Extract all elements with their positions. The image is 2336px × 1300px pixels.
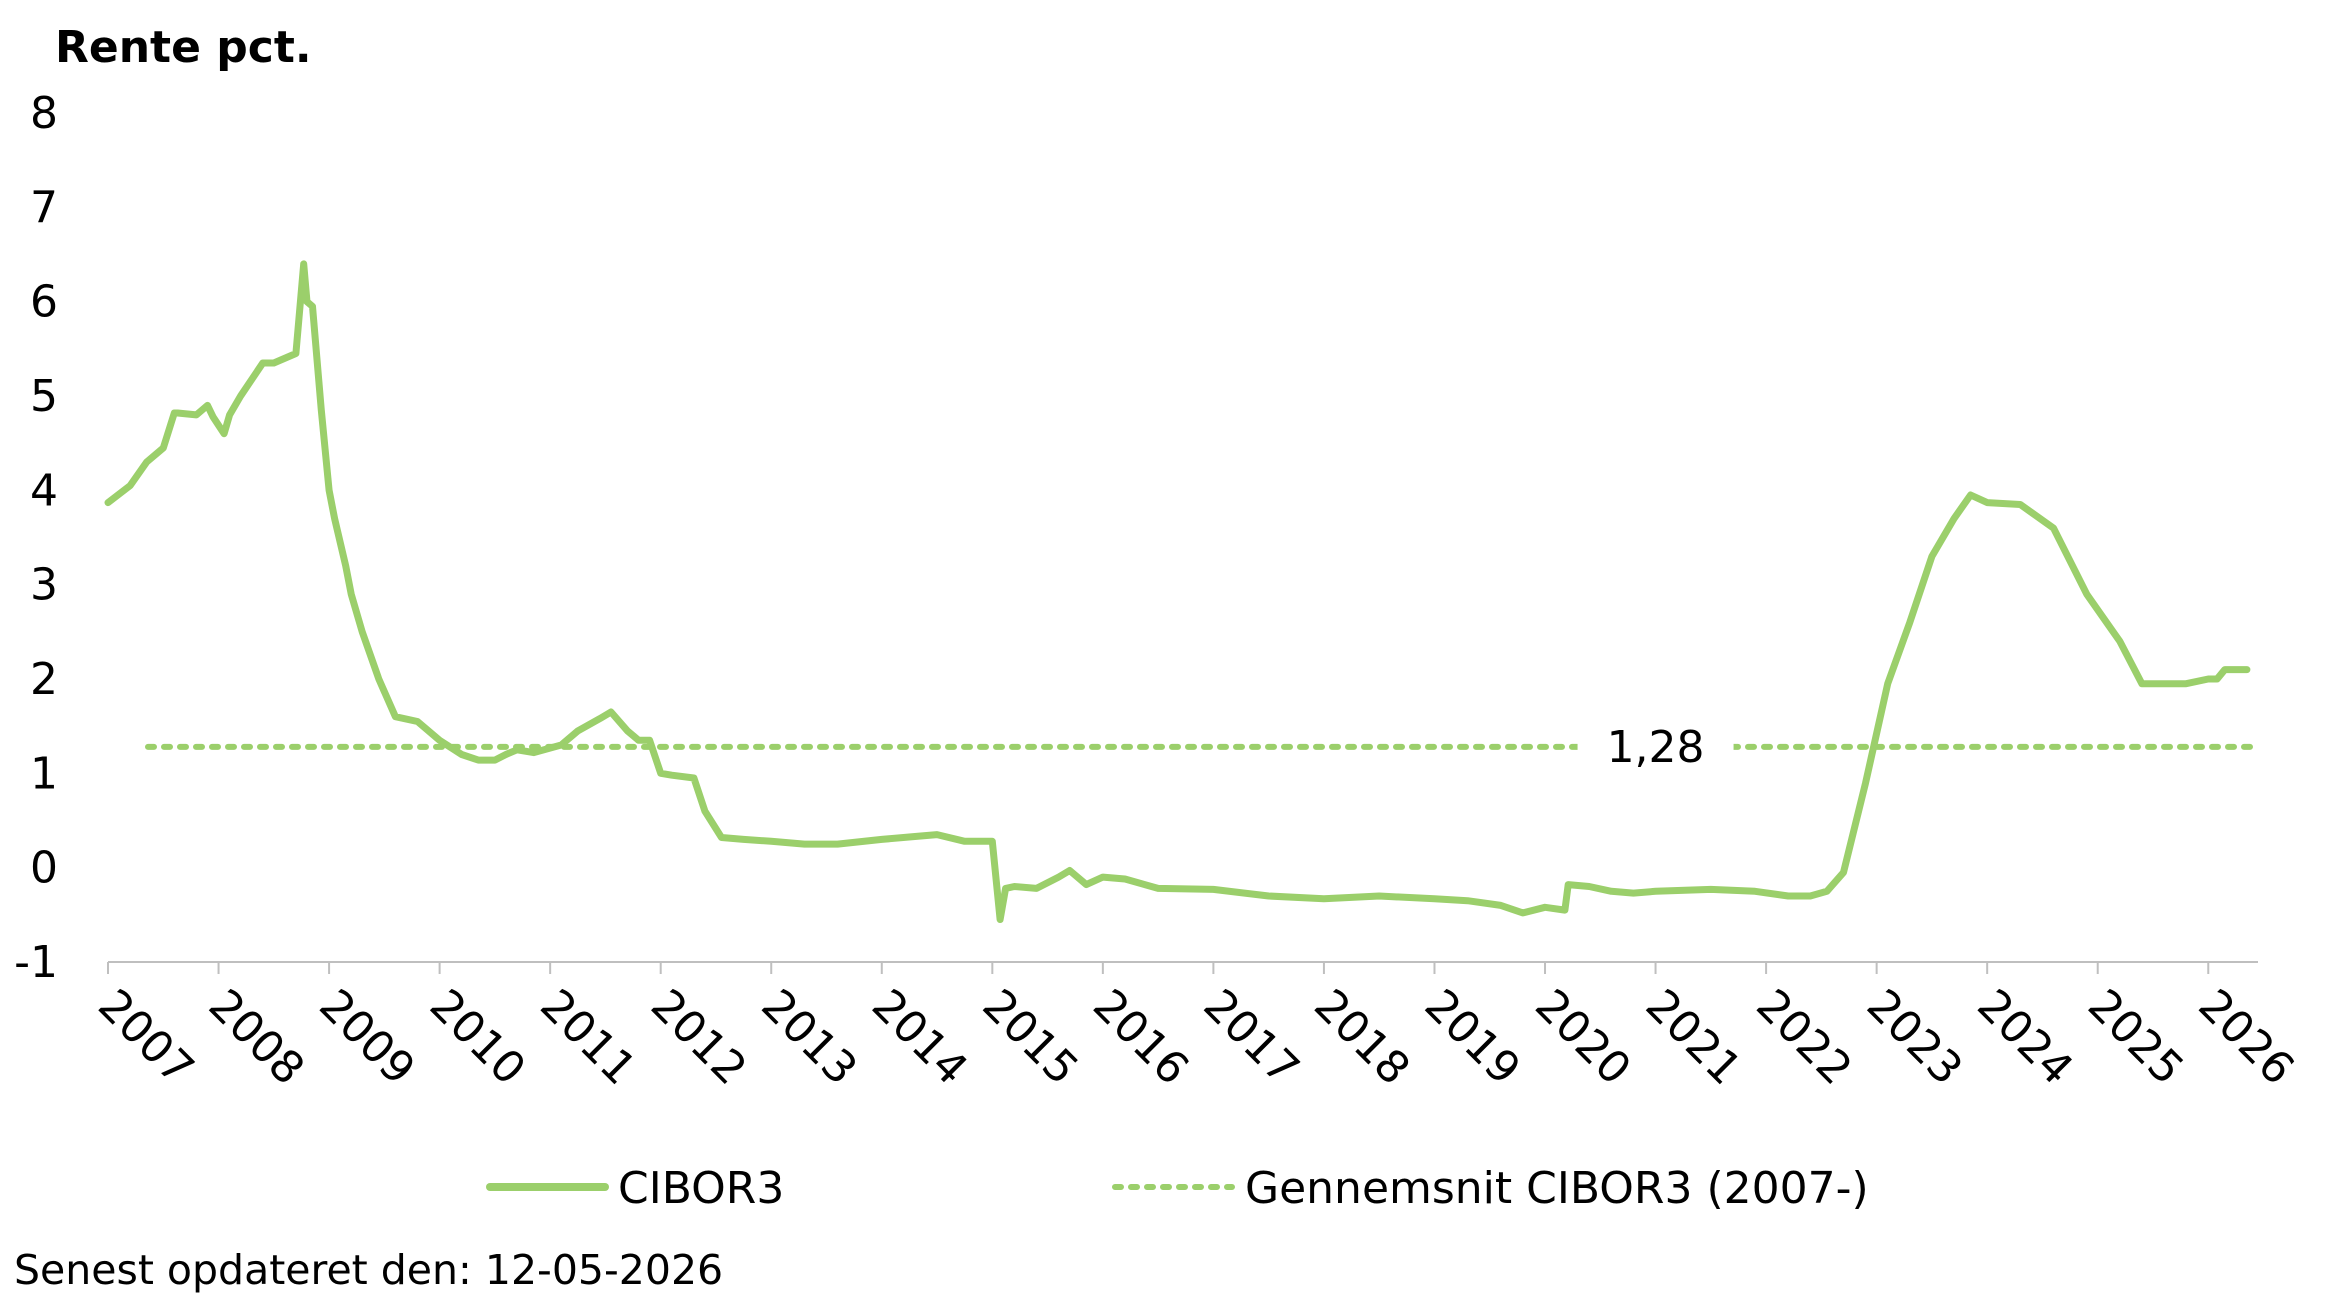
legend-label-cibor3: CIBOR3 — [618, 1163, 784, 1214]
y-tick-label: 2 — [30, 654, 58, 705]
x-tick-label: 2021 — [1636, 980, 1751, 1095]
x-tick-label: 2026 — [2188, 980, 2303, 1095]
y-tick-label: 5 — [30, 371, 58, 422]
x-tick-label: 2023 — [1857, 980, 1972, 1095]
footer-updated: Senest opdateret den: 12-05-2026 — [14, 1246, 723, 1294]
x-axis-ticks: 2007200820092010201120122013201420152016… — [88, 962, 2304, 1095]
x-tick-label: 2022 — [1746, 980, 1861, 1095]
series-line-cibor3 — [104, 260, 2251, 923]
x-tick-label: 2013 — [751, 980, 866, 1095]
x-tick-label: 2012 — [641, 980, 756, 1095]
x-tick-label: 2011 — [530, 980, 645, 1095]
y-tick-label: 3 — [30, 560, 58, 611]
x-tick-label: 2014 — [862, 980, 977, 1095]
x-tick-label: 2015 — [973, 980, 1088, 1095]
x-tick-label: 2016 — [1083, 980, 1198, 1095]
legend: CIBOR3 Gennemsnit CIBOR3 (2007-) — [486, 1163, 1869, 1214]
average-label-background — [1577, 714, 1734, 773]
y-tick-label: 0 — [30, 843, 58, 894]
x-tick-label: 2009 — [309, 980, 424, 1095]
x-tick-label: 2008 — [199, 980, 314, 1095]
x-tick-label: 2017 — [1194, 980, 1309, 1095]
legend-label-average: Gennemsnit CIBOR3 (2007-) — [1245, 1163, 1869, 1214]
x-tick-label: 2019 — [1415, 980, 1530, 1095]
y-tick-label: 6 — [30, 277, 58, 328]
average-label: 1,28 — [1607, 722, 1705, 773]
y-tick-label: 7 — [30, 182, 58, 233]
y-tick-label: 8 — [30, 88, 58, 139]
x-tick-label: 2020 — [1525, 980, 1640, 1095]
y-axis-title: Rente pct. — [55, 22, 312, 73]
x-tick-label: 2007 — [88, 980, 203, 1095]
x-tick-label: 2010 — [420, 980, 535, 1095]
y-tick-label: 4 — [30, 465, 58, 516]
y-tick-label: 1 — [30, 748, 58, 799]
y-axis-ticks: -1 0 1 2 3 4 5 6 7 8 — [14, 88, 58, 988]
x-tick-label: 2024 — [1967, 980, 2082, 1095]
x-tick-label: 2018 — [1304, 980, 1419, 1095]
y-tick-label: -1 — [14, 937, 58, 988]
x-tick-label: 2025 — [2078, 980, 2193, 1095]
